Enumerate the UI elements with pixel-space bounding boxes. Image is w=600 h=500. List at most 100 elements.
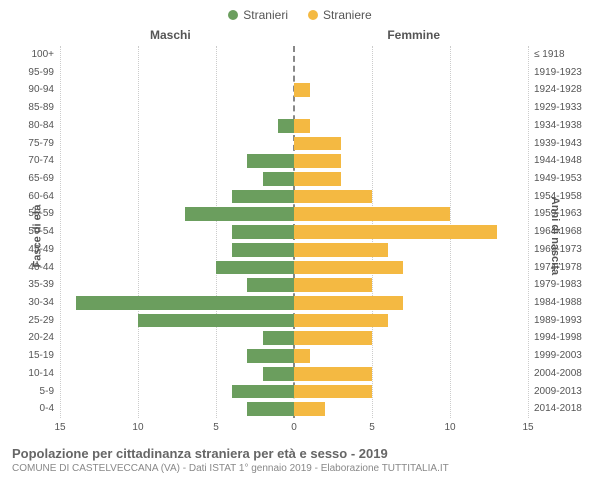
population-pyramid-chart: Maschi Femmine Fasce di età Anni di nasc… bbox=[0, 26, 600, 446]
bar-male bbox=[247, 349, 294, 363]
bar-female bbox=[294, 119, 310, 133]
birth-year-label: 1934-1938 bbox=[528, 117, 582, 134]
birth-year-label: 1964-1968 bbox=[528, 223, 582, 240]
plot-area: 100+≤ 191895-991919-192390-941924-192885… bbox=[60, 46, 528, 418]
legend-item-female: Straniere bbox=[308, 8, 372, 22]
age-row: 5-92009-2013 bbox=[60, 383, 528, 401]
age-label: 20-24 bbox=[28, 329, 60, 346]
age-row: 35-391979-1983 bbox=[60, 276, 528, 294]
age-label: 30-34 bbox=[28, 294, 60, 311]
x-tick-label: 5 bbox=[213, 422, 219, 433]
bar-female bbox=[294, 243, 388, 257]
birth-year-label: ≤ 1918 bbox=[528, 46, 565, 63]
birth-year-label: 1969-1973 bbox=[528, 241, 582, 258]
bar-female bbox=[294, 296, 403, 310]
age-row: 95-991919-1923 bbox=[60, 64, 528, 82]
age-label: 15-19 bbox=[28, 347, 60, 364]
x-tick-label: 15 bbox=[54, 422, 65, 433]
age-label: 40-44 bbox=[28, 259, 60, 276]
age-row: 75-791939-1943 bbox=[60, 135, 528, 153]
birth-year-label: 2014-2018 bbox=[528, 400, 582, 417]
bar-male bbox=[232, 385, 294, 399]
age-row: 100+≤ 1918 bbox=[60, 46, 528, 64]
bar-female bbox=[294, 83, 310, 97]
birth-year-label: 1929-1933 bbox=[528, 99, 582, 116]
legend: Stranieri Straniere bbox=[0, 0, 600, 26]
birth-year-label: 1954-1958 bbox=[528, 188, 582, 205]
age-label: 5-9 bbox=[40, 383, 60, 400]
birth-year-label: 1994-1998 bbox=[528, 329, 582, 346]
age-label: 0-4 bbox=[40, 400, 60, 417]
bar-male bbox=[263, 331, 294, 345]
bar-female bbox=[294, 172, 341, 186]
header-male: Maschi bbox=[150, 28, 191, 42]
bar-female bbox=[294, 190, 372, 204]
bar-male bbox=[278, 119, 294, 133]
bar-female bbox=[294, 349, 310, 363]
age-row: 50-541964-1968 bbox=[60, 223, 528, 241]
legend-item-male: Stranieri bbox=[228, 8, 288, 22]
birth-year-label: 1924-1928 bbox=[528, 81, 582, 98]
age-row: 60-641954-1958 bbox=[60, 188, 528, 206]
age-row: 25-291989-1993 bbox=[60, 312, 528, 330]
x-tick-label: 15 bbox=[522, 422, 533, 433]
bar-female bbox=[294, 225, 497, 239]
legend-swatch-male bbox=[228, 10, 238, 20]
chart-footer: Popolazione per cittadinanza straniera p… bbox=[12, 446, 588, 474]
age-row: 80-841934-1938 bbox=[60, 117, 528, 135]
birth-year-label: 2009-2013 bbox=[528, 383, 582, 400]
bar-female bbox=[294, 402, 325, 416]
age-row: 40-441974-1978 bbox=[60, 259, 528, 277]
bar-male bbox=[247, 402, 294, 416]
chart-subtitle: COMUNE DI CASTELVECCANA (VA) - Dati ISTA… bbox=[12, 463, 588, 474]
age-row: 85-891929-1933 bbox=[60, 99, 528, 117]
age-label: 85-89 bbox=[28, 99, 60, 116]
age-label: 80-84 bbox=[28, 117, 60, 134]
age-row: 20-241994-1998 bbox=[60, 329, 528, 347]
bar-male bbox=[216, 261, 294, 275]
header-female: Femmine bbox=[387, 28, 440, 42]
age-row: 0-42014-2018 bbox=[60, 400, 528, 418]
birth-year-label: 1944-1948 bbox=[528, 152, 582, 169]
bar-female bbox=[294, 261, 403, 275]
age-label: 60-64 bbox=[28, 188, 60, 205]
x-tick-label: 10 bbox=[444, 422, 455, 433]
birth-year-label: 1949-1953 bbox=[528, 170, 582, 187]
bar-male bbox=[232, 225, 294, 239]
age-row: 65-691949-1953 bbox=[60, 170, 528, 188]
bar-male bbox=[185, 207, 294, 221]
birth-year-label: 1919-1923 bbox=[528, 64, 582, 81]
age-row: 90-941924-1928 bbox=[60, 81, 528, 99]
bar-male bbox=[247, 154, 294, 168]
x-axis: 15105051015 bbox=[60, 422, 528, 436]
age-label: 70-74 bbox=[28, 152, 60, 169]
bar-female bbox=[294, 278, 372, 292]
age-label: 25-29 bbox=[28, 312, 60, 329]
age-row: 30-341984-1988 bbox=[60, 294, 528, 312]
age-label: 65-69 bbox=[28, 170, 60, 187]
bar-female bbox=[294, 367, 372, 381]
bar-female bbox=[294, 137, 341, 151]
legend-swatch-female bbox=[308, 10, 318, 20]
bar-male bbox=[232, 243, 294, 257]
x-tick-label: 10 bbox=[132, 422, 143, 433]
bar-male bbox=[76, 296, 294, 310]
age-row: 45-491969-1973 bbox=[60, 241, 528, 259]
bar-male bbox=[232, 190, 294, 204]
age-label: 90-94 bbox=[28, 81, 60, 98]
age-label: 10-14 bbox=[28, 365, 60, 382]
age-label: 55-59 bbox=[28, 205, 60, 222]
bar-female bbox=[294, 331, 372, 345]
bar-male bbox=[247, 278, 294, 292]
legend-label-male: Stranieri bbox=[243, 8, 288, 22]
age-row: 10-142004-2008 bbox=[60, 365, 528, 383]
x-tick-label: 0 bbox=[291, 422, 297, 433]
bar-female bbox=[294, 207, 450, 221]
age-row: 70-741944-1948 bbox=[60, 152, 528, 170]
bar-female bbox=[294, 314, 388, 328]
legend-label-female: Straniere bbox=[323, 8, 372, 22]
age-row: 55-591959-1963 bbox=[60, 205, 528, 223]
birth-year-label: 2004-2008 bbox=[528, 365, 582, 382]
age-label: 50-54 bbox=[28, 223, 60, 240]
age-label: 75-79 bbox=[28, 135, 60, 152]
